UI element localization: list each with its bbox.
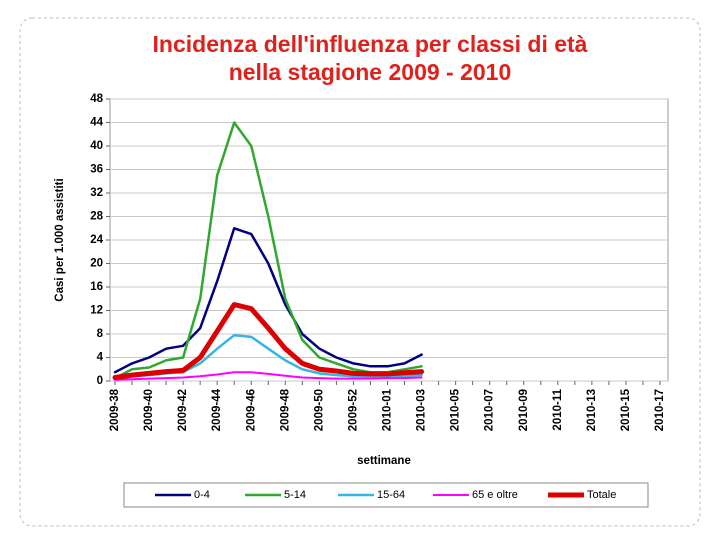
series-line [113, 227, 423, 374]
y-tick-label: 4 [97, 352, 104, 364]
y-tick-label: 12 [90, 305, 103, 317]
x-tick-label: 2010-11 [552, 388, 564, 430]
x-tick-label: 2010-15 [620, 388, 632, 431]
x-tick-label: 2009-38 [109, 388, 121, 431]
chart-title: nella stagione 2009 - 2010 [229, 59, 512, 85]
y-tick-label: 32 [90, 187, 103, 199]
x-tick-label: 2010-13 [586, 389, 598, 431]
y-tick-label: 40 [90, 140, 103, 152]
y-tick-label: 8 [97, 328, 104, 340]
y-tick-label: 36 [90, 164, 103, 176]
x-tick-label: 2009-50 [313, 389, 325, 431]
legend-label: 15-64 [377, 489, 405, 501]
chart-title: Incidenza dell'influenza per classi di e… [153, 31, 588, 57]
x-tick-label: 2010-17 [654, 389, 666, 431]
legend-label: 0-4 [194, 489, 210, 501]
y-tick-label: 0 [97, 375, 103, 387]
x-tick-label: 2010-01 [382, 388, 394, 431]
y-tick-label: 20 [90, 258, 103, 270]
x-tick-label: 2010-03 [416, 389, 428, 431]
y-tick-label: 48 [90, 93, 103, 105]
x-tick-label: 2009-46 [245, 389, 257, 431]
x-tick-label: 2010-07 [484, 389, 496, 431]
series-line [114, 371, 423, 381]
x-axis-label: settimane [357, 455, 411, 467]
y-tick-label: 44 [90, 117, 103, 129]
y-tick-label: 16 [90, 281, 103, 293]
x-tick-label: 2009-42 [177, 389, 189, 431]
x-tick-label: 2009-48 [279, 388, 291, 431]
y-tick-label: 28 [90, 211, 103, 223]
series-line [112, 302, 425, 380]
legend-label: 65 e oltre [472, 489, 518, 501]
x-tick-label: 2010-05 [450, 388, 462, 431]
x-tick-label: 2009-40 [143, 389, 155, 431]
x-tick-label: 2009-44 [211, 388, 223, 431]
y-tick-label: 24 [90, 234, 103, 246]
legend-label: 5-14 [284, 489, 306, 501]
legend-label: Totale [587, 489, 616, 501]
x-tick-label: 2010-09 [518, 389, 530, 431]
y-axis-label: Casi per 1.000 assistiti [54, 178, 66, 301]
x-tick-label: 2009-52 [347, 389, 359, 431]
